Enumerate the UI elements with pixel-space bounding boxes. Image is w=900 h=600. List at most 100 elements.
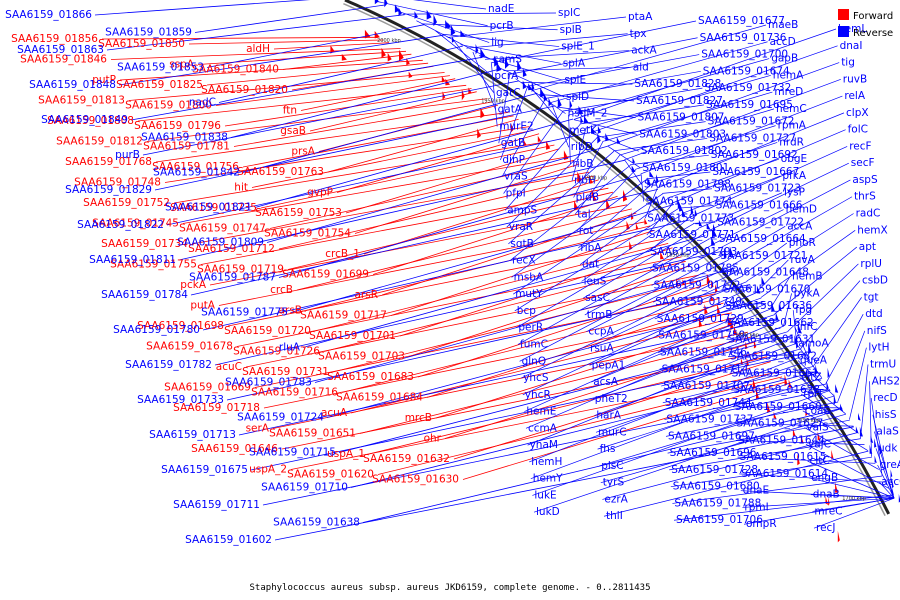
reverse-leader-line bbox=[721, 286, 752, 290]
reverse-leader-line bbox=[524, 303, 767, 412]
reverse-gene-label: SAA6159_01706 bbox=[676, 514, 763, 526]
reverse-leader-line bbox=[484, 50, 630, 60]
reverse-leader-line bbox=[602, 91, 773, 142]
reverse-gene-label: SAA6159_01631 bbox=[728, 334, 815, 346]
reverse-leader-line bbox=[214, 251, 721, 366]
reverse-leader-line bbox=[574, 155, 620, 215]
reverse-gene-label: nadC bbox=[189, 97, 216, 109]
reverse-gene-label: citZ bbox=[802, 371, 822, 383]
forward-gene-label: SAA6159_01745 bbox=[92, 218, 179, 230]
reverse-gene-label: SAA6159_01667 bbox=[712, 166, 799, 178]
reverse-leader-line bbox=[501, 98, 546, 177]
reverse-gene-label: nadE bbox=[488, 3, 514, 15]
reverse-gene-feature bbox=[827, 367, 830, 379]
reverse-leader-line bbox=[490, 20, 697, 64]
reverse-leader-line bbox=[739, 473, 886, 483]
reverse-leader-line bbox=[794, 326, 810, 361]
forward-gene-label: SAA6159_01717 bbox=[300, 310, 387, 322]
reverse-leader-line bbox=[544, 70, 701, 99]
forward-gene-feature bbox=[837, 530, 840, 543]
forward-gene-label: putA bbox=[190, 300, 215, 312]
reverse-gene-label: splC bbox=[558, 7, 580, 19]
reverse-gene-label: amoA bbox=[798, 338, 829, 350]
reverse-gene-label: gatA bbox=[498, 104, 523, 116]
reverse-gene-feature bbox=[729, 246, 733, 257]
reverse-leader-line bbox=[521, 270, 739, 379]
reverse-gene-label: ompR bbox=[746, 518, 777, 530]
reverse-leader-line bbox=[466, 33, 628, 49]
forward-leader-line bbox=[233, 101, 493, 147]
forward-leader-line bbox=[278, 175, 594, 250]
reverse-gene-label: relA bbox=[844, 90, 865, 102]
reverse-leader-line bbox=[589, 292, 757, 366]
forward-leader-line bbox=[332, 279, 703, 373]
reverse-gene-label: SAA6159_01614 bbox=[741, 468, 828, 480]
reverse-leader-line bbox=[509, 37, 698, 75]
forward-gene-label: gsaB bbox=[280, 125, 306, 137]
reverse-leader-line bbox=[206, 24, 425, 68]
reverse-leader-line bbox=[508, 150, 615, 245]
forward-leader-line bbox=[296, 208, 632, 291]
forward-gene-label: SAA6159_01812 bbox=[56, 136, 143, 148]
reverse-leader-line bbox=[290, 204, 675, 313]
reverse-gene-label: ald bbox=[633, 61, 649, 73]
reverse-gene-label: SAA6159_01809 bbox=[177, 237, 264, 249]
forward-leader-line bbox=[368, 356, 768, 455]
reverse-gene-label: csbD bbox=[862, 275, 888, 287]
reverse-leader-line bbox=[230, 68, 501, 138]
reverse-gene-label: SAA6159_01803 bbox=[639, 128, 726, 140]
reverse-gene-label: fpg bbox=[795, 304, 812, 316]
reverse-gene-label: SAA6159_01772 bbox=[654, 279, 741, 291]
reverse-leader-line bbox=[242, 92, 538, 173]
forward-leader-line bbox=[164, 126, 530, 183]
reverse-leader-line bbox=[805, 444, 890, 489]
reverse-gene-label: gatB bbox=[501, 137, 525, 149]
reverse-leader-line bbox=[651, 142, 778, 184]
reverse-leader-line bbox=[837, 330, 866, 402]
reverse-gene-label: tyrS bbox=[603, 477, 625, 489]
reverse-gene-label: SAA6159_01801 bbox=[642, 162, 729, 174]
reverse-gene-label: acsA bbox=[593, 376, 619, 388]
reverse-leader-line bbox=[801, 393, 858, 433]
reverse-leader-line bbox=[651, 249, 719, 286]
forward-leader-line bbox=[323, 260, 686, 352]
reverse-gene-label: SAA6159_01692 bbox=[711, 149, 798, 161]
forward-gene-label: SAA6159_01716 bbox=[251, 387, 338, 399]
reverse-gene-label: gatC bbox=[496, 87, 521, 99]
forward-gene-label: SAA6159_01684 bbox=[336, 392, 423, 404]
forward-leader-line bbox=[215, 75, 450, 106]
reverse-gene-label: SAA6159_01695 bbox=[706, 99, 793, 111]
reverse-gene-feature bbox=[584, 115, 589, 124]
reverse-gene-label: SAA6159_01788 bbox=[674, 497, 761, 509]
reverse-gene-label: SAA6159_01784 bbox=[101, 289, 188, 301]
forward-leader-line bbox=[327, 118, 519, 173]
forward-gene-label: SAA6159_01720 bbox=[224, 325, 311, 337]
reverse-gene-label: perR bbox=[518, 322, 543, 334]
reverse-gene-label: SAA6159_01733 bbox=[137, 394, 224, 406]
reverse-leader-line bbox=[581, 213, 684, 282]
reverse-leader-line bbox=[717, 179, 851, 250]
reverse-gene-label: SAA6159_01722 bbox=[717, 216, 804, 228]
reverse-leader-line bbox=[556, 106, 636, 118]
reverse-gene-label: rluA bbox=[279, 342, 301, 354]
reverse-leader-line bbox=[578, 183, 653, 249]
forward-gene-label: SAA6159_01701 bbox=[309, 330, 396, 342]
reverse-gene-feature bbox=[517, 60, 522, 71]
reverse-leader-line bbox=[742, 242, 788, 276]
forward-gene-label: SAA6159_01719 bbox=[197, 264, 284, 276]
reverse-leader-line bbox=[460, 44, 561, 64]
forward-gene-label: SAA6159_01683 bbox=[327, 371, 414, 383]
reverse-gene-label: hemD bbox=[786, 204, 817, 216]
forward-leader-line bbox=[227, 238, 664, 327]
reverse-leader-line bbox=[723, 302, 766, 307]
forward-gene-label: SAA6159_01808 bbox=[47, 115, 134, 127]
reverse-gene-label: camS bbox=[493, 53, 522, 65]
reverse-gene-label: engB bbox=[811, 472, 838, 484]
forward-gene-feature bbox=[374, 31, 380, 39]
forward-gene-label: SAA6159_01813 bbox=[38, 95, 125, 107]
forward-gene-feature bbox=[784, 374, 788, 387]
forward-gene-label: arsR bbox=[354, 289, 378, 301]
forward-gene-feature bbox=[773, 411, 777, 419]
reverse-gene-label: nrdR bbox=[779, 136, 804, 148]
reverse-leader-line bbox=[727, 225, 786, 261]
